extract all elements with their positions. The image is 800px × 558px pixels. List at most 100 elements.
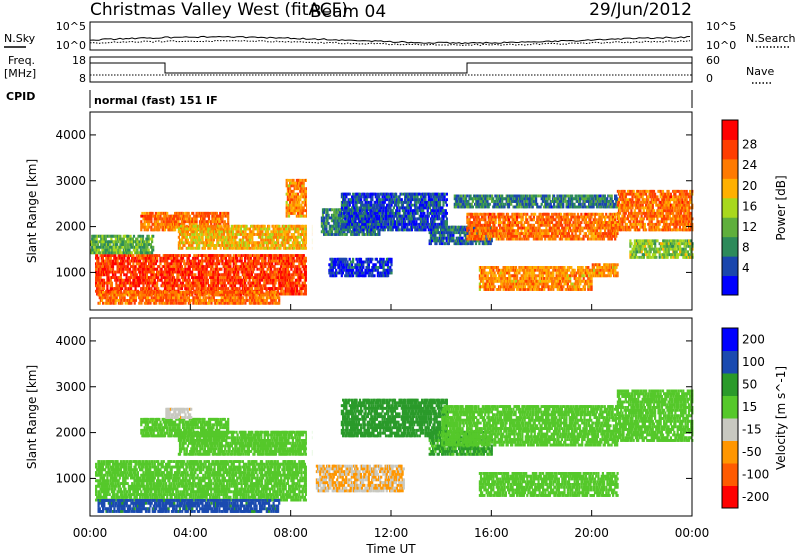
power-cell [153,257,155,260]
power-cell [357,228,359,231]
nave-label: Nave [746,65,774,78]
power-cell [228,257,230,260]
power-cell [212,225,214,228]
power-cell [331,230,333,233]
power-cell [223,287,225,290]
power-cell [355,269,357,272]
power-cell [342,272,344,275]
power-cell [154,228,156,231]
power-cell [244,282,246,285]
power-cell [245,294,247,297]
power-cell [287,254,289,257]
power-cell [185,233,187,236]
power-cell [165,268,167,271]
power-cell [194,260,196,263]
power-cell [254,282,256,285]
power-cell [150,276,152,279]
power-cell [217,257,219,260]
power-cell [179,244,181,247]
power-cell [252,271,254,274]
power-cell [375,269,377,272]
power-cell [156,299,158,302]
power-cell [152,246,154,249]
power-cell [352,258,354,261]
power-cell [287,268,289,271]
power-cell [127,246,129,249]
power-cell [172,299,174,302]
power-cell [249,247,251,250]
power-cell [130,276,132,279]
power-cell [156,268,158,271]
power-cell [201,276,203,279]
power-cell [191,244,193,247]
power-cell [115,240,117,243]
power-cell [166,212,168,215]
power-cell [202,282,204,285]
power-cell [305,276,307,279]
power-cell [260,247,262,250]
power-cell [225,273,227,276]
power-cell [212,260,214,263]
power-cell [141,212,143,215]
power-cell [243,299,245,302]
power-cell [357,209,359,212]
power-cell [101,240,103,243]
power-cell [367,272,369,275]
power-cell [244,230,246,233]
power-cell [252,279,254,282]
power-cell [283,225,285,228]
power-cell [164,228,166,231]
power-cell [207,279,209,282]
power-cell [126,276,128,279]
power-cell [124,246,126,249]
power-cell [166,217,168,220]
power-cell [299,247,301,250]
power-cell [132,257,134,260]
power-cell [151,296,153,299]
power-cell [257,228,259,231]
power-cell [237,241,239,244]
power-cell [264,284,266,287]
power-cell [328,230,330,233]
power-cell [119,251,121,254]
power-cell [284,244,286,247]
power-cell [175,215,177,218]
power-cell [135,265,137,268]
power-cell [208,296,210,299]
power-cell [221,279,223,282]
power-cell [287,233,289,236]
power-cell [377,269,379,272]
power-cell [102,282,104,285]
power-cell [167,282,169,285]
power-cell [284,241,286,244]
power-cell [275,257,277,260]
power-cell [239,241,241,244]
power-cell [183,262,185,265]
power-cell [205,284,207,287]
power-cell [303,182,305,185]
power-cell [286,247,288,250]
power-cell [349,209,351,212]
power-cell [238,230,240,233]
power-cell [119,249,121,252]
power-cell [215,262,217,265]
power-cell [186,236,188,239]
power-cell [150,215,152,218]
power-cell [168,287,170,290]
power-cell [291,206,293,209]
power-cell [297,187,299,190]
power-cell [291,233,293,236]
power-cell [286,182,288,185]
power-cell [251,299,253,302]
power-cell [288,184,290,187]
power-cell [300,236,302,239]
power-cell [123,262,125,265]
power-cell [150,257,152,260]
power-cell [102,291,104,294]
power-cell [175,223,177,226]
power-cell [143,296,145,299]
power-cell [151,238,153,241]
power-cell [213,296,215,299]
power-cell [359,269,361,272]
power-cell [125,302,127,305]
